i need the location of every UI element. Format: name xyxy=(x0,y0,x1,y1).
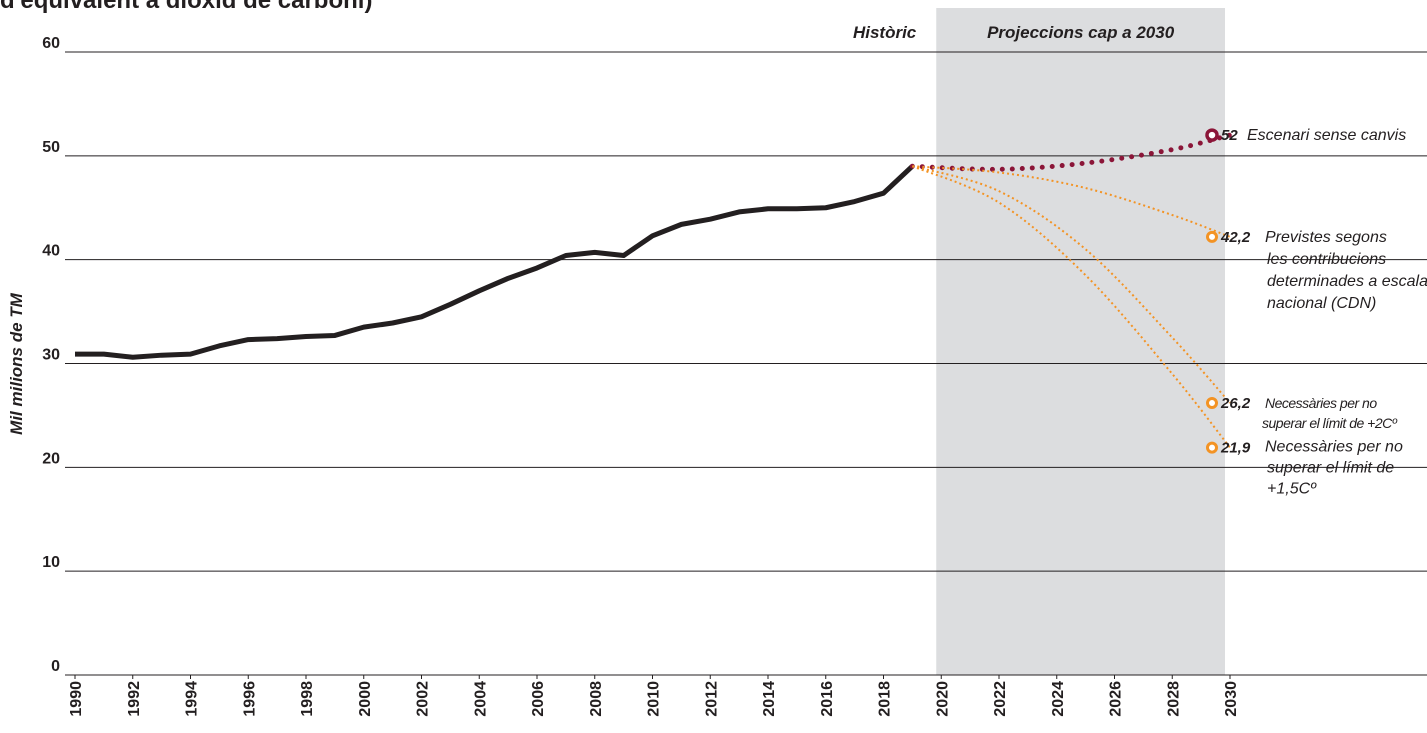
x-tick-label: 2030 xyxy=(1223,681,1240,717)
projection-band xyxy=(936,8,1225,675)
y-tick-label: 20 xyxy=(42,450,60,467)
x-tick-label: 2024 xyxy=(1050,681,1067,717)
series-line xyxy=(912,165,1231,404)
end-point xyxy=(1206,396,1218,409)
x-tick-label: 2000 xyxy=(357,681,374,717)
scenario-label: les contribucions xyxy=(1267,251,1386,268)
x-tick-label: 2028 xyxy=(1165,681,1182,717)
y-tick-label: 30 xyxy=(42,347,60,364)
scenario-label: Previstes segons xyxy=(1265,229,1387,246)
y-tick-label: 0 xyxy=(51,658,60,675)
x-tick-label: 2018 xyxy=(877,681,894,717)
y-tick-label: 40 xyxy=(42,243,60,260)
series-line xyxy=(911,165,1231,449)
chart-title: d'equivalent a diòxid de carboni) xyxy=(0,0,372,14)
value-label: 42,2 xyxy=(1220,229,1251,246)
scenario-label: Escenari sense canvis xyxy=(1247,127,1406,144)
historic-label: Històric xyxy=(853,23,917,42)
value-label: 21,9 xyxy=(1220,440,1251,457)
x-tick-label: 2008 xyxy=(588,681,605,717)
scenario-label: superar el límit de +2Cº xyxy=(1262,415,1398,431)
scenario-label: +1,5Cº xyxy=(1267,481,1317,498)
x-tick-label: 2006 xyxy=(530,681,547,717)
scenario-label: superar el límit de xyxy=(1267,460,1394,477)
x-tick-label: 1994 xyxy=(184,681,201,717)
x-tick-label: 2010 xyxy=(646,681,663,717)
projection-label: Projeccions cap a 2030 xyxy=(987,23,1175,42)
x-tick-label: 2014 xyxy=(761,681,778,717)
x-tick-label: 1990 xyxy=(68,681,85,717)
x-tick-label: 1996 xyxy=(241,681,258,717)
y-tick-label: 60 xyxy=(42,35,60,52)
x-tick-label: 2020 xyxy=(934,681,951,717)
scenario-label: determinades a escala xyxy=(1267,273,1427,290)
x-tick-label: 2012 xyxy=(703,681,720,717)
value-label: 26,2 xyxy=(1220,395,1251,412)
value-label: 52 xyxy=(1221,127,1238,144)
y-tick-label: 10 xyxy=(42,554,60,571)
x-tick-label: 2004 xyxy=(472,681,489,717)
scenario-label: Necessàries per no xyxy=(1265,395,1377,411)
y-tick-label: 50 xyxy=(42,139,60,156)
x-tick-label: 2022 xyxy=(992,681,1009,717)
y-axis-label: Mil milions de TM xyxy=(7,292,26,435)
series-line xyxy=(75,164,915,360)
scenario-label: Necessàries per no xyxy=(1265,439,1403,456)
end-point xyxy=(1206,230,1218,243)
x-tick-label: 2016 xyxy=(819,681,836,717)
x-tick-label: 2026 xyxy=(1108,681,1125,717)
end-point xyxy=(1206,441,1218,454)
x-tick-label: 1992 xyxy=(126,681,143,717)
x-tick-label: 1998 xyxy=(299,681,316,717)
scenario-label: nacional (CDN) xyxy=(1267,295,1376,312)
end-point xyxy=(1205,128,1219,142)
x-tick-label: 2002 xyxy=(415,681,432,717)
